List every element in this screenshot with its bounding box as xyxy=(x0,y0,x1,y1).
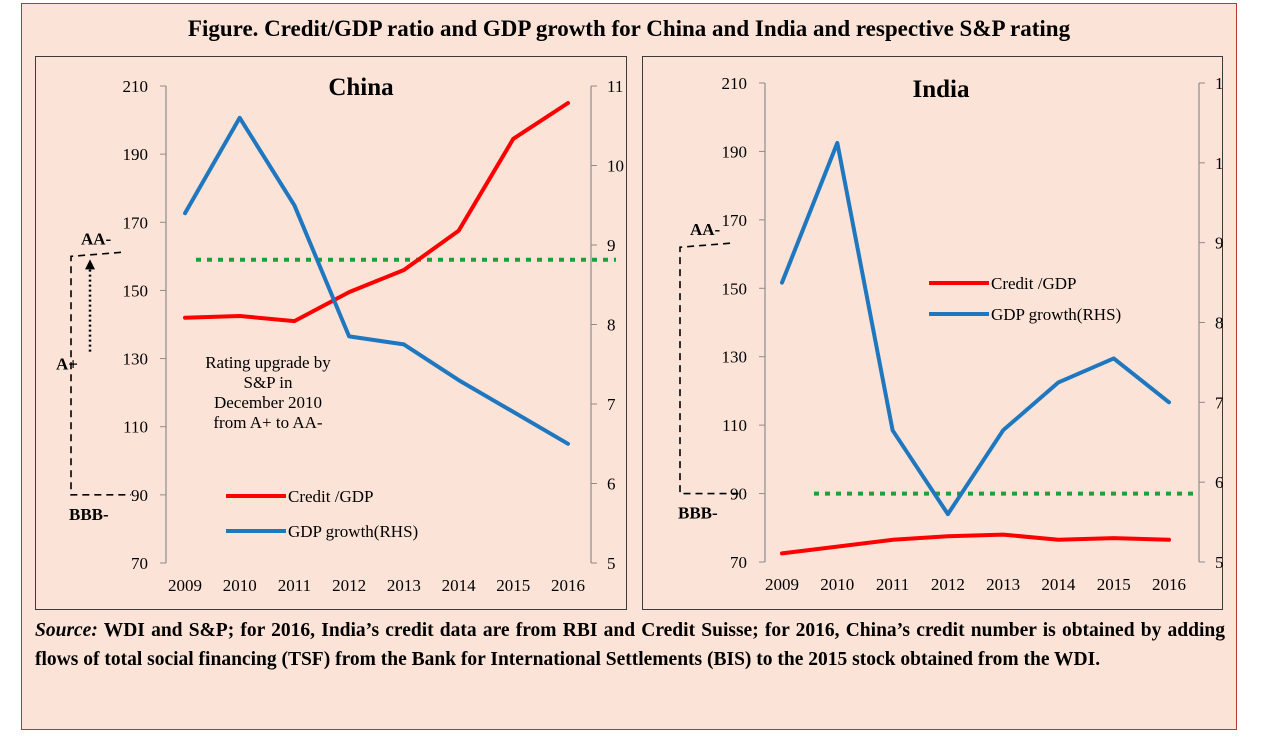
right-y-tick-label: 5 xyxy=(1215,553,1224,572)
x-tick-label: 2016 xyxy=(551,576,585,595)
right-y-tick-label: 11 xyxy=(1215,74,1224,93)
left-y-tick-label: 90 xyxy=(730,485,747,504)
figure-title: Figure. Credit/GDP ratio and GDP growth … xyxy=(187,16,1071,41)
chart-title: India xyxy=(913,76,970,103)
x-tick-label: 2010 xyxy=(820,575,854,594)
legend-label: GDP growth(RHS) xyxy=(991,305,1121,324)
left-y-tick-label: 170 xyxy=(722,211,748,230)
legend-label: Credit /GDP xyxy=(288,487,373,506)
source-note: Source: WDI and S&P; for 2016, India’s c… xyxy=(35,616,1225,674)
x-tick-label: 2009 xyxy=(168,576,202,595)
rating-bracket xyxy=(70,251,131,496)
right-y-tick-label: 7 xyxy=(607,395,616,414)
x-tick-label: 2016 xyxy=(1152,575,1186,594)
gdp-growth-line xyxy=(183,115,570,446)
x-tick-label: 2014 xyxy=(1041,575,1076,594)
left-y-tick-label: 110 xyxy=(123,418,148,437)
rating-label-mid: A+ xyxy=(56,355,78,374)
credit-gdp-line xyxy=(183,101,570,324)
right-y-tick-label: 9 xyxy=(1215,234,1224,253)
left-y-tick-label: 190 xyxy=(123,145,149,164)
annotation-line: December 2010 xyxy=(214,393,322,412)
legend-label: Credit /GDP xyxy=(991,274,1076,293)
rating-label-top: AA- xyxy=(690,220,721,239)
source-text: WDI and S&P; for 2016, India’s credit da… xyxy=(35,620,1225,670)
left-y-tick-label: 170 xyxy=(123,213,149,232)
left-y-tick-label: 150 xyxy=(123,281,149,300)
right-y-tick-label: 5 xyxy=(607,554,616,573)
left-y-tick-label: 190 xyxy=(722,142,748,161)
gdp-growth-line xyxy=(780,140,1171,517)
x-tick-label: 2014 xyxy=(442,576,477,595)
right-y-tick-label: 9 xyxy=(607,236,616,255)
annotation-line: Rating upgrade by xyxy=(205,353,331,372)
right-y-tick-label: 6 xyxy=(1215,473,1224,492)
left-y-tick-label: 90 xyxy=(131,486,148,505)
x-tick-label: 2009 xyxy=(765,575,799,594)
x-tick-label: 2010 xyxy=(223,576,257,595)
left-y-tick-label: 70 xyxy=(730,553,747,572)
china-chart: 70 90 110 130 150 170 190 210 5 6 7 8 9 10 11 2009 2010 2… xyxy=(56,74,624,595)
rating-bracket xyxy=(679,242,740,495)
right-y-tick-label: 10 xyxy=(1215,154,1224,173)
left-y-tick-label: 210 xyxy=(722,74,748,93)
india-chart-panel: 70 90 110 130 150 170 190 210 5 6 7 8 9 10 11 2009 2010 2… xyxy=(642,56,1224,610)
right-y-tick-label: 8 xyxy=(1215,314,1224,333)
left-y-tick-label: 150 xyxy=(722,279,748,298)
left-y-tick-label: 210 xyxy=(123,77,149,96)
x-tick-label: 2013 xyxy=(986,575,1020,594)
source-label: Source: xyxy=(35,620,98,641)
left-y-tick-label: 70 xyxy=(131,554,148,573)
x-tick-label: 2013 xyxy=(387,576,421,595)
right-y-tick-label: 8 xyxy=(607,316,616,335)
india-chart: 70 90 110 130 150 170 190 210 5 6 7 8 9 10 11 2009 2010 2… xyxy=(678,74,1224,594)
right-y-tick-label: 7 xyxy=(1215,393,1224,412)
x-tick-label: 2012 xyxy=(931,575,965,594)
right-y-tick-label: 6 xyxy=(607,475,616,494)
x-tick-label: 2011 xyxy=(278,576,311,595)
rating-label-top: AA- xyxy=(81,229,112,248)
x-tick-label: 2012 xyxy=(332,576,366,595)
legend-label: GDP growth(RHS) xyxy=(288,522,418,541)
right-y-tick-label: 11 xyxy=(607,77,623,96)
rating-label-bottom: BBB- xyxy=(678,504,718,523)
rating-label-bottom: BBB- xyxy=(69,505,109,524)
china-chart-panel: 70 90 110 130 150 170 190 210 5 6 7 8 9 10 11 2009 2010 2… xyxy=(35,56,627,610)
left-y-tick-label: 110 xyxy=(722,416,747,435)
x-tick-label: 2015 xyxy=(1097,575,1131,594)
figure-frame: Figure. Credit/GDP ratio and GDP growth … xyxy=(21,3,1237,730)
annotation-line: from A+ to AA- xyxy=(213,413,323,432)
upgrade-arrow-head xyxy=(85,259,95,270)
left-y-tick-label: 130 xyxy=(123,350,149,369)
x-tick-label: 2015 xyxy=(496,576,530,595)
right-y-tick-label: 10 xyxy=(607,157,624,176)
chart-title: China xyxy=(328,74,394,101)
annotation-line: S&P in xyxy=(244,373,293,392)
credit-gdp-line xyxy=(780,532,1171,556)
left-y-tick-label: 130 xyxy=(722,348,748,367)
x-tick-label: 2011 xyxy=(876,575,909,594)
